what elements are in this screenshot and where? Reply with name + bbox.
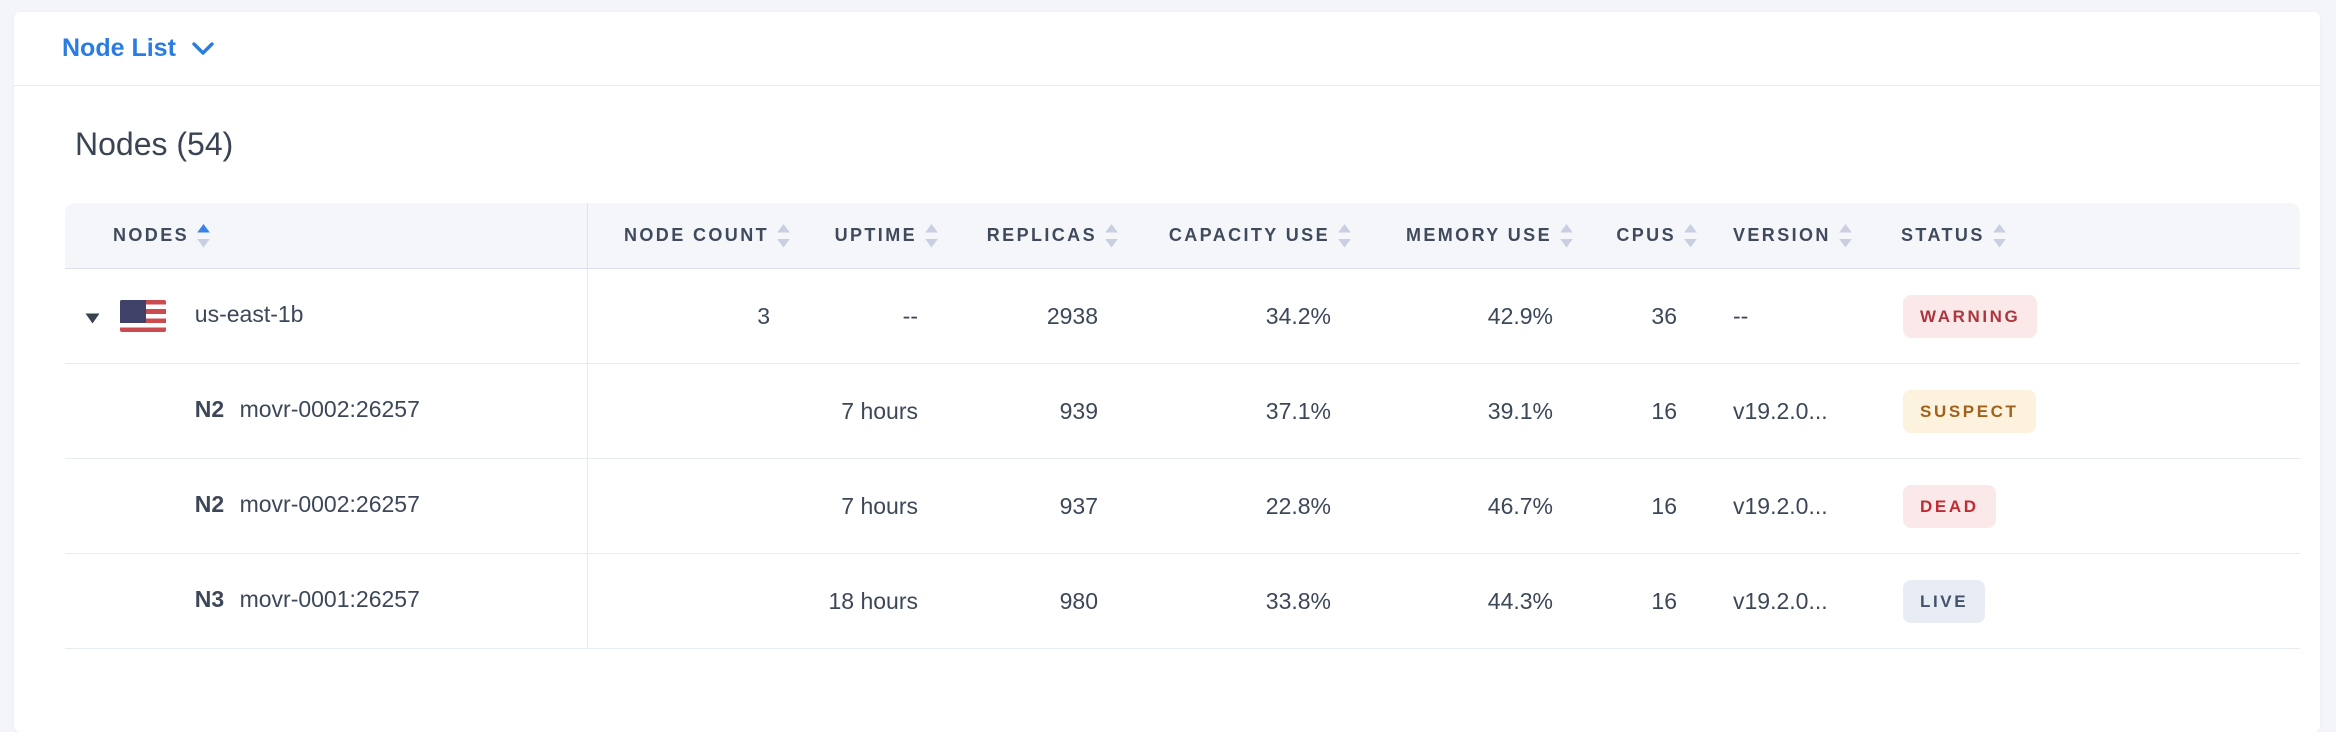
node-name-label: movr-0002:26257 xyxy=(239,396,420,423)
node-id-label: N2 xyxy=(194,396,225,423)
topbar: Node List xyxy=(14,12,2320,86)
us-flag-icon xyxy=(120,300,167,332)
replicas-cell: 2938 xyxy=(957,269,1137,364)
replicas-cell: 939 xyxy=(957,364,1137,459)
replicas-cell: 980 xyxy=(957,554,1137,649)
version-cell: v19.2.0... xyxy=(1716,459,1899,554)
column-header[interactable]: REPLICAS xyxy=(957,203,1137,269)
column-header[interactable]: NODE COUNT xyxy=(588,203,809,269)
status-badge: LIVE xyxy=(1903,579,1986,623)
column-label: CAPACITY USE xyxy=(1168,225,1330,245)
uptime-cell: 18 hours xyxy=(809,554,957,649)
sort-icon[interactable] xyxy=(1559,223,1574,249)
nodes-table-wrap: NODES NODE COUNT UPTIME REPLICAS xyxy=(65,203,2320,649)
column-header[interactable]: VERSION xyxy=(1716,203,1899,269)
column-header[interactable]: UPTIME xyxy=(809,203,957,269)
nodes-table: NODES NODE COUNT UPTIME REPLICAS xyxy=(65,203,2300,649)
node-count-cell xyxy=(588,554,809,649)
node-name-label: movr-0001:26257 xyxy=(239,586,420,613)
uptime-cell: 7 hours xyxy=(809,459,957,554)
status-cell: LIVE xyxy=(1899,554,2300,649)
column-label: VERSION xyxy=(1733,225,1831,245)
column-label: STATUS xyxy=(1901,225,1985,245)
nodes-cell: N2 movr-0002:26257 xyxy=(65,459,588,554)
column-label: UPTIME xyxy=(834,225,917,245)
page-title: Nodes (54) xyxy=(75,126,234,162)
node-list-card: Node List Nodes (54) NODES NODE COUNT xyxy=(14,12,2320,732)
sort-icon[interactable] xyxy=(776,223,791,249)
view-selector-dropdown[interactable]: Node List xyxy=(62,34,214,63)
memory-use-cell: 44.3% xyxy=(1370,554,1592,649)
uptime-cell: 7 hours xyxy=(809,364,957,459)
column-label: NODES xyxy=(113,225,190,245)
nodes-cell: N2 movr-0002:26257 xyxy=(65,364,588,459)
uptime-cell: -- xyxy=(809,269,957,364)
view-selector-label: Node List xyxy=(62,34,176,62)
node-id-label: N2 xyxy=(194,491,225,518)
replicas-cell: 937 xyxy=(957,459,1137,554)
status-cell: WARNING xyxy=(1899,269,2300,364)
cpus-cell: 16 xyxy=(1592,554,1716,649)
version-cell: v19.2.0... xyxy=(1716,364,1899,459)
capacity-use-cell: 34.2% xyxy=(1137,269,1370,364)
sort-icon[interactable] xyxy=(1838,223,1853,249)
cpus-cell: 16 xyxy=(1592,459,1716,554)
node-count-cell xyxy=(588,459,809,554)
memory-use-cell: 39.1% xyxy=(1370,364,1592,459)
nodes-cell: us-east-1b xyxy=(65,269,588,364)
table-row[interactable]: N3 movr-0001:26257 18 hours 980 33.8% 44… xyxy=(65,554,2300,649)
capacity-use-cell: 37.1% xyxy=(1137,364,1370,459)
memory-use-cell: 42.9% xyxy=(1370,269,1592,364)
sort-icon[interactable] xyxy=(1104,223,1119,249)
column-label: NODE COUNT xyxy=(624,225,769,245)
node-count-cell: 3 xyxy=(588,269,809,364)
status-badge: DEAD xyxy=(1903,484,1996,528)
status-cell: DEAD xyxy=(1899,459,2300,554)
column-label: REPLICAS xyxy=(986,225,1097,245)
node-name-label: us-east-1b xyxy=(194,301,304,328)
memory-use-cell: 46.7% xyxy=(1370,459,1592,554)
capacity-use-cell: 33.8% xyxy=(1137,554,1370,649)
column-label: MEMORY USE xyxy=(1405,225,1552,245)
nodes-cell: N3 movr-0001:26257 xyxy=(65,554,588,649)
column-header[interactable]: CAPACITY USE xyxy=(1137,203,1370,269)
sort-icon[interactable] xyxy=(1337,223,1352,249)
version-cell: v19.2.0... xyxy=(1716,554,1899,649)
collapse-caret-icon[interactable] xyxy=(85,303,100,330)
cpus-cell: 16 xyxy=(1592,364,1716,459)
chevron-down-icon xyxy=(192,41,214,55)
node-count-cell xyxy=(588,364,809,459)
table-row[interactable]: N2 movr-0002:26257 7 hours 937 22.8% 46.… xyxy=(65,459,2300,554)
table-header-row: NODES NODE COUNT UPTIME REPLICAS xyxy=(65,203,2300,269)
capacity-use-cell: 22.8% xyxy=(1137,459,1370,554)
status-badge: SUSPECT xyxy=(1903,389,2036,433)
sort-icon[interactable] xyxy=(1992,223,2007,249)
version-cell: -- xyxy=(1716,269,1899,364)
column-header[interactable]: MEMORY USE xyxy=(1370,203,1592,269)
status-badge: WARNING xyxy=(1903,294,2038,338)
sort-icon[interactable] xyxy=(924,223,939,249)
table-row[interactable]: N2 movr-0002:26257 7 hours 939 37.1% 39.… xyxy=(65,364,2300,459)
sort-icon[interactable] xyxy=(196,223,211,249)
cpus-cell: 36 xyxy=(1592,269,1716,364)
column-label: CPUS xyxy=(1616,225,1676,245)
table-row[interactable]: us-east-1b 3 -- 2938 34.2% 42.9% 36 -- W… xyxy=(65,269,2300,364)
node-id-label: N3 xyxy=(194,586,225,613)
status-cell: SUSPECT xyxy=(1899,364,2300,459)
node-name-label: movr-0002:26257 xyxy=(239,491,420,518)
column-header[interactable]: STATUS xyxy=(1899,203,2300,269)
column-header[interactable]: NODES xyxy=(65,203,588,269)
column-header[interactable]: CPUS xyxy=(1592,203,1716,269)
sort-icon[interactable] xyxy=(1683,223,1698,249)
